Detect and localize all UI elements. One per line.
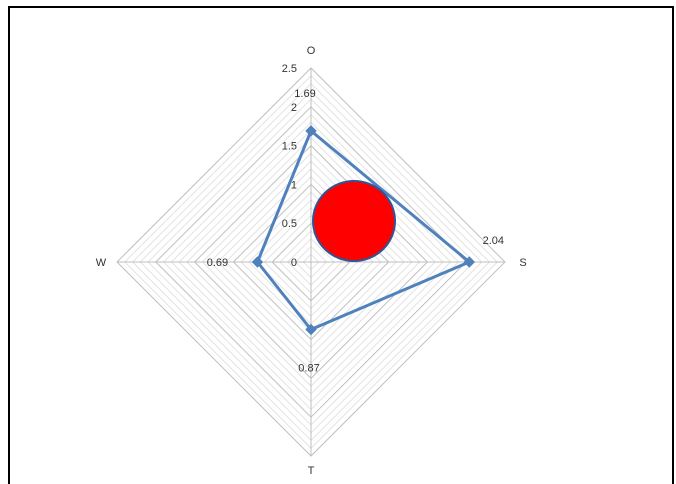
data-point-marker <box>251 256 264 268</box>
radial-tick-label: 2.5 <box>282 63 297 75</box>
data-label: 0.87 <box>298 363 319 375</box>
category-label: S <box>519 257 526 269</box>
series-layer <box>251 125 476 336</box>
data-label: 2.04 <box>483 235 504 247</box>
data-point-marker <box>305 323 317 336</box>
radial-tick-label: 0 <box>291 257 297 269</box>
radial-tick-labels: 0 0.5 1 1.5 2 2.5 <box>282 63 297 269</box>
data-point-marker <box>463 256 476 268</box>
radial-tick-label: 0.5 <box>282 218 297 230</box>
radial-tick-label: 1 <box>291 179 297 191</box>
radial-tick-label: 2 <box>291 102 297 114</box>
category-labels: O S T W <box>96 45 527 477</box>
data-labels: 1.69 2.04 0.87 0.69 <box>207 88 504 375</box>
data-point-marker <box>305 125 317 137</box>
data-label: 1.69 <box>294 88 315 100</box>
data-label: 0.69 <box>207 257 228 269</box>
category-label: O <box>307 45 316 57</box>
red-circle-marker <box>312 180 396 262</box>
category-label: T <box>308 465 315 477</box>
radial-tick-label: 1.5 <box>282 141 297 153</box>
category-label: W <box>96 257 107 269</box>
